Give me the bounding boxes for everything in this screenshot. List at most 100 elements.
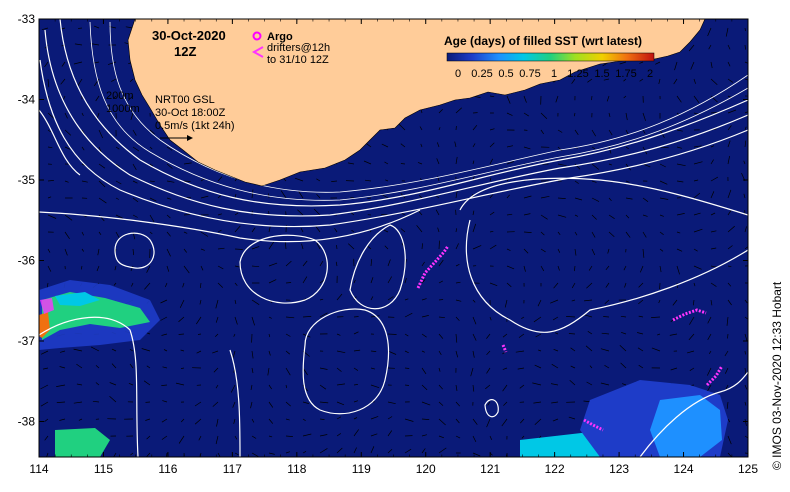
current-vector	[351, 229, 355, 233]
current-vector	[421, 401, 431, 406]
current-vector	[625, 197, 633, 200]
legend-title: Age (days) of filled SST (wrt latest)	[444, 34, 642, 48]
drifter-tracks	[416, 245, 724, 432]
current-vector	[268, 279, 277, 284]
current-vector	[625, 231, 631, 238]
current-vector	[437, 227, 440, 233]
current-vector	[623, 95, 627, 99]
current-vector	[506, 265, 515, 270]
current-vector	[523, 112, 529, 117]
y-tick-label: -35	[18, 173, 36, 187]
drifter-track-1	[416, 245, 450, 289]
southeast-patch-lightblue	[650, 395, 722, 457]
current-vector	[319, 384, 327, 390]
current-vector	[638, 282, 644, 288]
current-vector	[438, 384, 443, 390]
current-vector	[744, 44, 746, 50]
current-vector	[285, 333, 291, 337]
x-axis: 114 115 116 117 118 119 120 121 122 123 124 125	[29, 19, 758, 476]
current-vector	[268, 435, 273, 438]
current-vector	[109, 395, 117, 403]
current-vector	[166, 214, 171, 219]
current-vector	[294, 177, 304, 182]
contour-west-shelf-loop	[39, 109, 81, 176]
current-vector	[551, 363, 559, 369]
current-vector	[268, 316, 272, 319]
current-vector	[251, 350, 254, 359]
current-vector	[234, 299, 237, 304]
current-vector	[658, 299, 661, 304]
current-vector	[625, 129, 629, 135]
contour-isobath-200	[109, 21, 748, 193]
current-vector	[353, 349, 361, 352]
current-vector	[625, 146, 629, 150]
current-vector	[727, 44, 731, 50]
legend-tick-label: 0	[455, 68, 461, 80]
current-vector	[744, 78, 748, 81]
current-vector	[744, 333, 748, 342]
current-vector	[313, 208, 321, 216]
current-vector	[59, 366, 66, 369]
current-vector	[98, 180, 106, 188]
current-vector	[486, 418, 491, 428]
current-vector	[591, 146, 596, 150]
current-vector	[47, 112, 54, 119]
current-vector	[608, 146, 612, 154]
contour-west-band	[39, 209, 421, 243]
current-vector	[336, 416, 342, 420]
current-vector	[455, 263, 460, 267]
current-vector	[693, 265, 702, 270]
argo-marker-icon	[252, 31, 262, 41]
current-vector	[574, 163, 581, 170]
current-vector	[115, 197, 119, 200]
current-vector	[353, 429, 359, 437]
current-vector	[436, 158, 440, 165]
current-vector	[232, 401, 236, 408]
current-vector	[47, 146, 53, 149]
drifter-marker-icon	[251, 46, 264, 58]
current-vector	[608, 197, 612, 202]
current-vector	[489, 158, 494, 165]
current-vector	[419, 126, 423, 131]
current-vector	[336, 293, 343, 301]
current-vector	[336, 367, 342, 372]
x-tick-label: 124	[674, 462, 694, 476]
current-vector	[421, 418, 430, 420]
current-vector	[163, 349, 168, 352]
current-vector	[115, 180, 122, 185]
current-vector	[56, 401, 66, 403]
current-vector	[656, 333, 661, 336]
current-vector	[689, 316, 695, 325]
current-vector	[658, 78, 661, 84]
current-vector	[233, 418, 236, 424]
current-vector	[489, 435, 493, 440]
current-vector	[418, 195, 423, 199]
current-vector	[404, 333, 409, 337]
current-vector	[336, 350, 346, 354]
current-vector	[619, 61, 627, 65]
current-vector	[183, 265, 190, 274]
current-vector	[573, 112, 576, 117]
current-vector	[574, 129, 579, 135]
current-vector	[693, 145, 702, 148]
drifters-legend: drifters@12h to 31/10 12Z	[251, 42, 330, 66]
current-vector	[608, 163, 612, 166]
current-vector	[78, 27, 83, 29]
current-vector	[557, 265, 560, 271]
map-date: 30-Oct-2020	[152, 28, 226, 43]
current-vector	[639, 61, 644, 64]
current-vector	[523, 195, 532, 199]
current-vector	[353, 417, 358, 420]
current-vector	[132, 248, 135, 256]
current-vector	[98, 129, 104, 139]
current-vector	[623, 78, 627, 82]
current-vector	[421, 384, 428, 391]
current-vector	[651, 316, 661, 318]
current-vector	[268, 350, 271, 356]
current-vector	[146, 365, 151, 369]
southwest-patch-green	[55, 428, 110, 457]
current-vector	[642, 248, 645, 258]
current-vector	[540, 248, 546, 253]
current-vector	[76, 363, 83, 369]
x-tick-label: 116	[158, 462, 177, 476]
